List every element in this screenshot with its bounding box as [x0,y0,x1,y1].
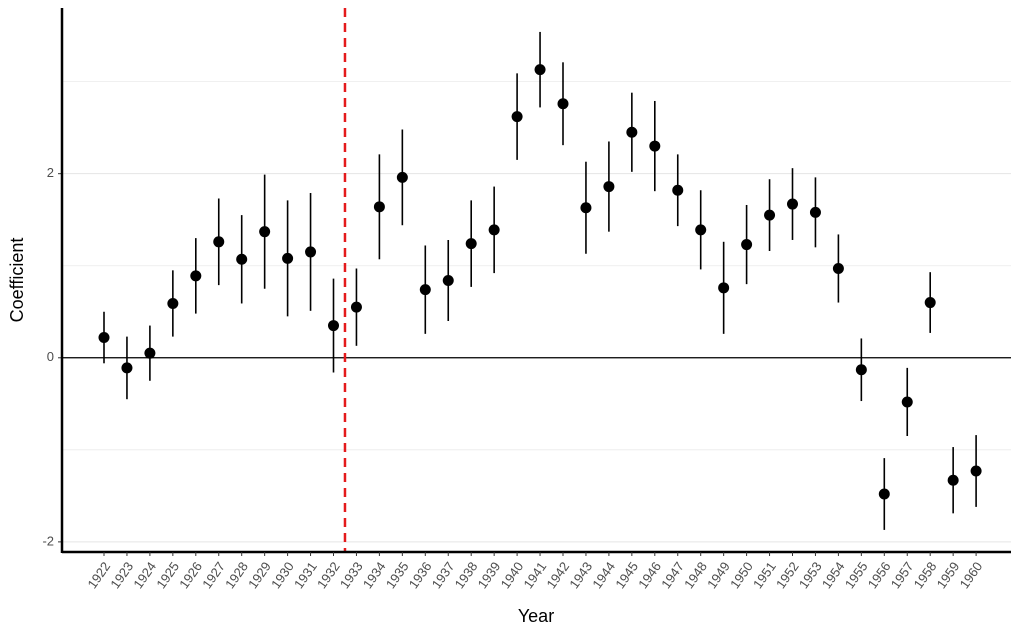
x-tick-label: 1959 [934,559,963,591]
point [557,98,569,110]
point [718,282,730,294]
point [626,126,638,138]
x-tick-label: 1924 [130,559,159,591]
point [787,198,798,210]
x-tick-label: 1948 [681,559,710,591]
point [603,181,615,193]
point [236,253,248,265]
point [350,301,362,313]
x-tick-label: 1929 [245,559,274,591]
x-tick-label: 1943 [566,559,595,591]
point [144,347,156,359]
point [373,201,385,213]
x-tick-label: 1953 [796,559,825,591]
x-tick-label: 1955 [842,559,871,591]
point [970,465,982,477]
x-tick-label: 1952 [773,559,802,591]
x-tick-label: 1927 [199,559,228,591]
point [259,226,271,238]
x-tick-label: 1933 [337,559,366,591]
x-tick-label: 1940 [497,559,526,591]
x-tick-label: 1957 [888,559,917,591]
x-tick-label: 1934 [360,559,389,591]
x-tick-label: 1930 [268,559,297,591]
point [419,284,431,296]
point [190,270,202,282]
x-tick-label: 1938 [452,559,481,591]
point [672,184,684,196]
x-tick-label: 1960 [956,559,985,591]
x-tick-label: 1925 [153,559,182,591]
x-tick-label: 1935 [383,559,412,591]
x-tick-label: 1946 [635,559,664,591]
x-tick-label: 1926 [176,559,205,591]
point [121,362,133,374]
y-tick-label: -2 [42,533,54,548]
x-tick-label: 1949 [704,559,733,591]
point [167,297,179,309]
x-tick-label: 1956 [865,559,894,591]
y-tick-label: 2 [47,165,54,180]
point [442,274,454,286]
point [213,236,225,248]
point [396,171,408,183]
x-tick-label: 1937 [429,559,458,591]
point [809,206,821,218]
x-tick-label: 1947 [658,559,687,591]
point [695,224,707,236]
y-tick-label: 0 [47,349,54,364]
point [328,320,339,332]
point [649,140,661,152]
x-tick-label: 1923 [107,559,136,591]
point [305,246,317,258]
x-axis-title: Year [518,606,554,626]
point [878,488,890,500]
x-tick-label: 1941 [520,559,549,591]
point [741,239,753,251]
point [924,297,936,309]
x-tick-label: 1950 [727,559,756,591]
point [488,224,500,236]
x-tick-label: 1945 [612,559,641,591]
point [98,332,110,344]
x-tick-label: 1922 [84,559,113,591]
point [511,111,523,123]
x-tick-label: 1951 [750,559,779,591]
x-tick-label: 1958 [911,559,940,591]
x-tick-label: 1944 [589,559,618,591]
x-tick-label: 1936 [406,559,435,591]
x-tick-label: 1939 [475,559,504,591]
point [947,474,959,486]
point [534,64,546,76]
x-tick-label: 1942 [543,559,572,591]
y-axis-title: Coefficient [7,238,27,323]
x-tick-label: 1932 [314,559,343,591]
point [465,238,477,250]
point [580,202,592,214]
point [901,396,913,408]
point [855,364,867,376]
x-tick-label: 1928 [222,559,251,591]
x-tick-label: 1954 [819,559,848,591]
point [282,252,294,264]
point [832,262,844,274]
point [764,209,776,221]
x-tick-label: 1931 [291,559,320,591]
